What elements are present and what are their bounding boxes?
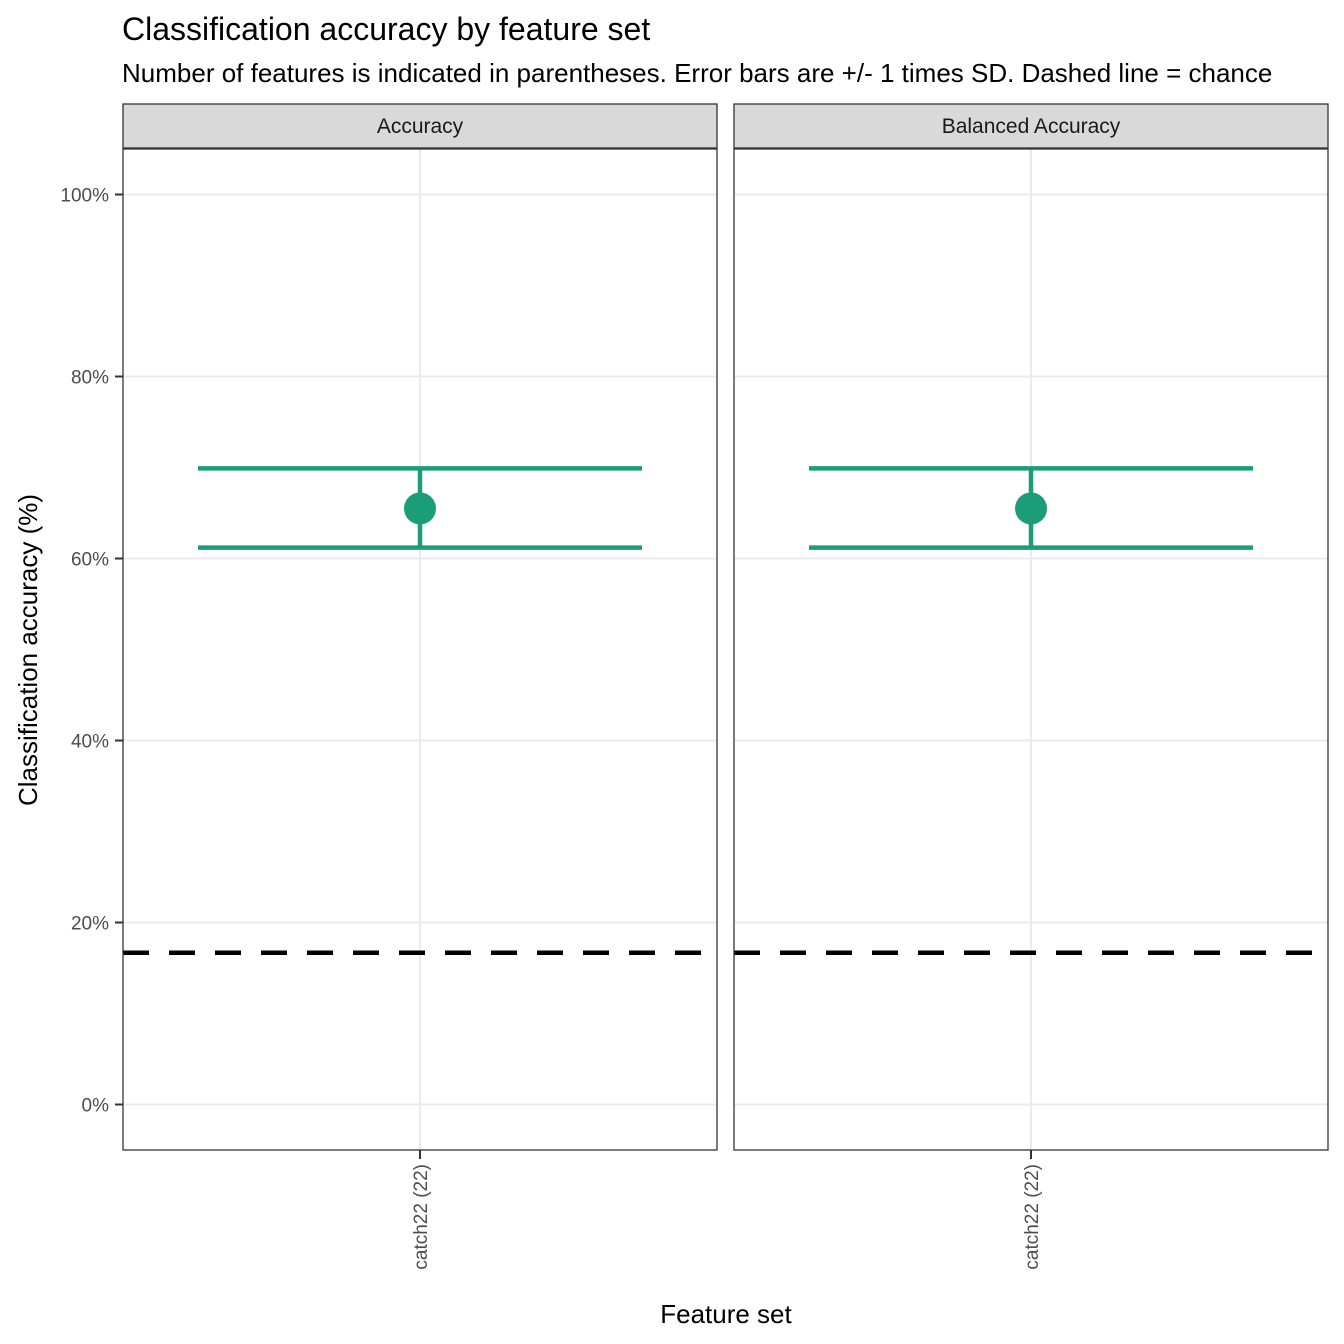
- chart-title: Classification accuracy by feature set: [122, 11, 650, 47]
- panel: Accuracy catch22 (22): [122, 103, 718, 1270]
- data-point: [1015, 492, 1047, 525]
- facet-strip-label: Balanced Accuracy: [942, 115, 1121, 138]
- data-point: [404, 492, 436, 525]
- panel: Balanced Accuracy catch22 (22): [733, 103, 1329, 1270]
- y-axis: 0% 20% 40% 60% 80% 100%: [60, 186, 123, 1117]
- panels: Accuracy catch22 (22) Balanced Accuracy cat…: [122, 103, 1329, 1270]
- y-tick-label: 80%: [71, 368, 109, 389]
- facet-strip: [733, 103, 1329, 149]
- y-tick-label: 0%: [82, 1096, 110, 1117]
- y-tick-label: 100%: [60, 186, 109, 207]
- x-axis-title: Feature set: [660, 1299, 792, 1329]
- facet-strip: [122, 103, 718, 149]
- y-tick-label: 60%: [71, 550, 109, 571]
- y-tick-label: 20%: [71, 914, 109, 935]
- x-tick-label: catch22 (22): [1022, 1164, 1043, 1270]
- x-tick-label: catch22 (22): [411, 1164, 432, 1270]
- facet-strip-label: Accuracy: [377, 115, 464, 138]
- y-axis-title: Classification accuracy (%): [13, 494, 43, 806]
- chart-subtitle: Number of features is indicated in paren…: [122, 58, 1272, 88]
- y-tick-label: 40%: [71, 732, 109, 753]
